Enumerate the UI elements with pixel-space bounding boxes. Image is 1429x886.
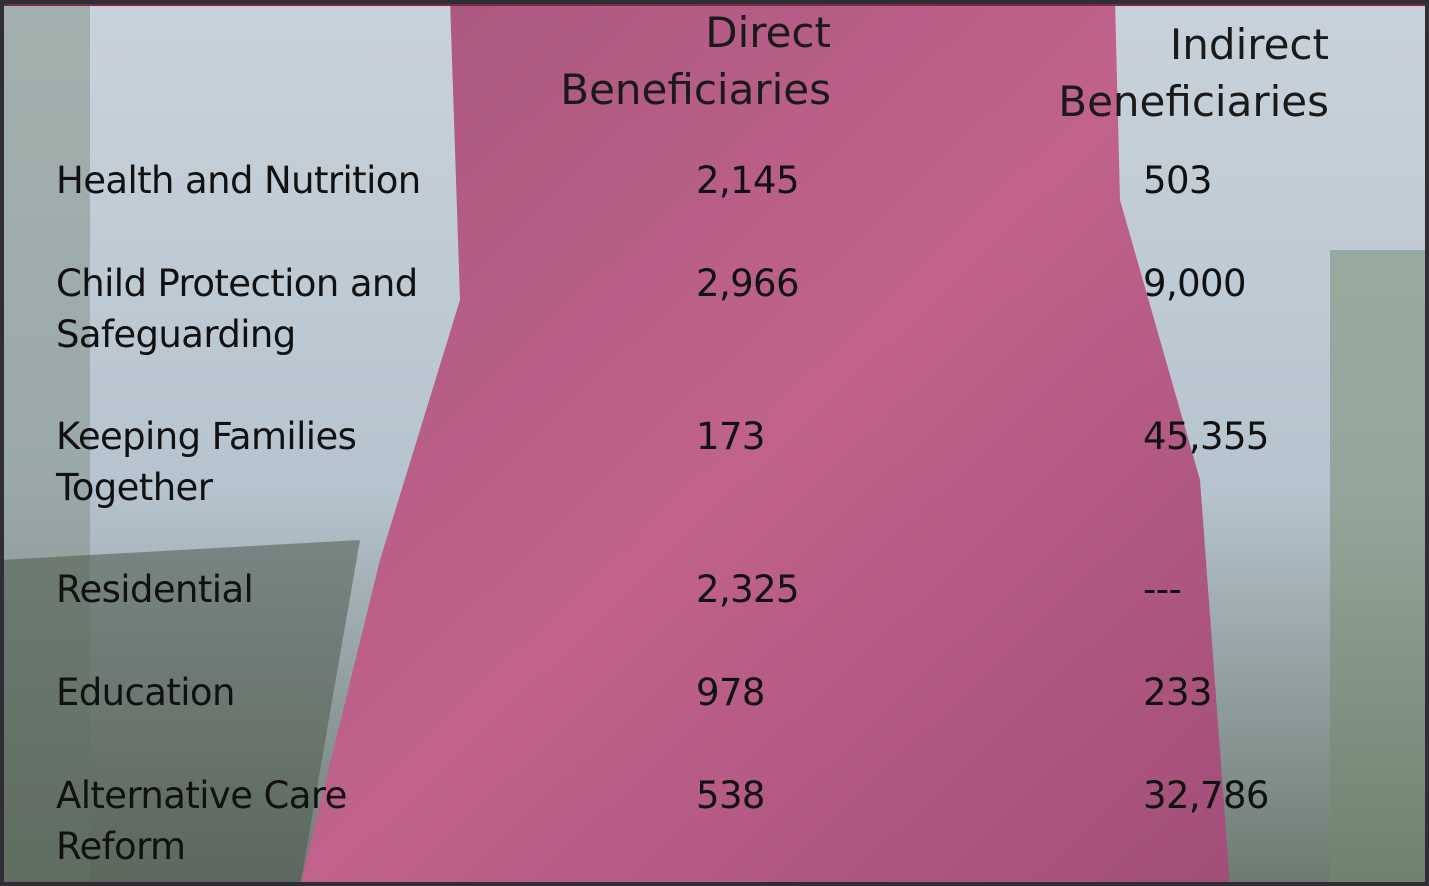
row-label: Keeping Families Together bbox=[56, 411, 476, 513]
indirect-value: 503 bbox=[1143, 155, 1212, 206]
direct-value: 2,145 bbox=[696, 155, 799, 206]
row-label: Education bbox=[56, 667, 476, 718]
column-header: Indirect Beneficiaries bbox=[1029, 16, 1329, 130]
direct-value: 2,966 bbox=[696, 258, 799, 309]
row-label: Alternative Care Reform bbox=[56, 770, 476, 872]
direct-value: 2,325 bbox=[696, 564, 799, 615]
page: Direct Beneficiaries Indirect Beneficiar… bbox=[0, 0, 1429, 886]
indirect-value: 32,786 bbox=[1143, 770, 1269, 821]
direct-value: 978 bbox=[696, 667, 765, 718]
row-label: Health and Nutrition bbox=[56, 155, 476, 206]
indirect-value: 233 bbox=[1143, 667, 1212, 718]
direct-value: 173 bbox=[696, 411, 765, 462]
direct-value: 538 bbox=[696, 770, 765, 821]
row-label: Residential bbox=[56, 564, 476, 615]
indirect-value: --- bbox=[1143, 564, 1181, 615]
column-header: Direct Beneficiaries bbox=[531, 4, 831, 118]
row-label: Child Protection and Safeguarding bbox=[56, 258, 476, 360]
indirect-value: 9,000 bbox=[1143, 258, 1246, 309]
indirect-value: 45,355 bbox=[1143, 411, 1269, 462]
